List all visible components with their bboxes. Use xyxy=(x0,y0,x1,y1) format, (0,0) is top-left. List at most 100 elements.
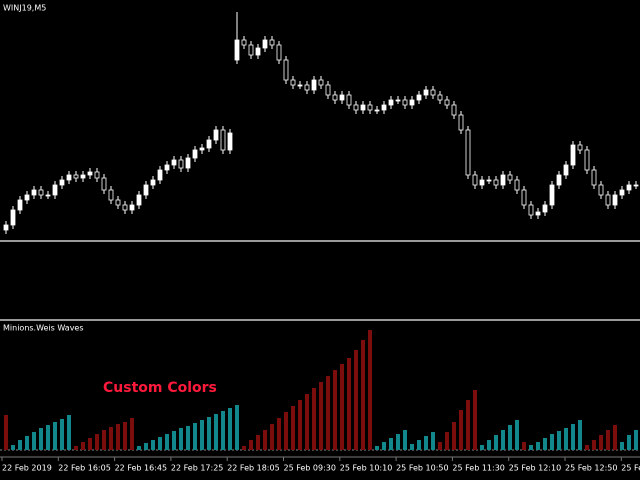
candle-body xyxy=(318,79,324,86)
wave-bar xyxy=(620,442,624,450)
wave-bar xyxy=(578,420,582,450)
wave-bar xyxy=(487,440,491,450)
candle-body xyxy=(17,199,23,211)
wave-bar xyxy=(354,350,358,450)
candle-body xyxy=(381,104,387,111)
wave-bar xyxy=(200,420,204,450)
wave-bar xyxy=(326,376,330,450)
candle-body xyxy=(59,179,65,186)
candle-body xyxy=(52,184,58,196)
candle-body xyxy=(206,139,212,149)
candle-body xyxy=(605,194,611,206)
candle-body xyxy=(185,157,191,169)
wave-bar xyxy=(424,436,428,450)
candle-body xyxy=(458,114,464,131)
candle-body xyxy=(451,104,457,116)
candle-body xyxy=(500,174,506,186)
candle-body xyxy=(388,99,394,106)
wave-bar xyxy=(81,442,85,450)
candle-body xyxy=(444,99,450,106)
candle-body xyxy=(122,204,128,211)
wave-bar xyxy=(508,425,512,450)
wave-bar xyxy=(18,440,22,450)
candle-body xyxy=(3,224,9,231)
wave-bar xyxy=(585,445,589,450)
candle-body xyxy=(66,174,72,181)
wave-bar xyxy=(32,432,36,450)
candle-body xyxy=(178,159,184,169)
wave-bar xyxy=(417,440,421,450)
wave-bar xyxy=(291,406,295,450)
x-tick-label: 22 Feb 2019 xyxy=(2,464,52,473)
wave-bar xyxy=(123,422,127,450)
candle-body xyxy=(255,47,261,56)
wave-bar xyxy=(634,430,638,450)
candle-body xyxy=(234,39,240,61)
wave-bar xyxy=(165,434,169,450)
candle-body xyxy=(437,94,443,101)
candle-body xyxy=(101,177,107,191)
wave-bar xyxy=(4,415,8,450)
wave-bar xyxy=(438,442,442,450)
wave-bar xyxy=(557,431,561,450)
wave-bar xyxy=(333,370,337,450)
wave-bar xyxy=(193,423,197,450)
wave-bar xyxy=(606,430,610,450)
candle-body xyxy=(367,104,373,111)
candle-body xyxy=(311,79,317,91)
wave-bar xyxy=(305,394,309,450)
wave-bar xyxy=(158,437,162,450)
candle-body xyxy=(129,204,135,211)
candle-body xyxy=(591,169,597,186)
candle-body xyxy=(297,84,303,87)
candle-body xyxy=(633,184,639,187)
candle-body xyxy=(227,132,233,151)
candle-body xyxy=(549,184,555,206)
wave-bar xyxy=(536,442,540,450)
wave-bar xyxy=(522,442,526,450)
wave-bar xyxy=(207,417,211,450)
wave-bar xyxy=(242,446,246,450)
candle-body xyxy=(220,129,226,151)
x-tick-label: 25 Feb xyxy=(621,464,640,473)
annotation: Custom Colors xyxy=(103,380,217,396)
x-tick-label: 25 Feb 12:50 xyxy=(565,464,617,473)
candle-body xyxy=(332,94,338,101)
wave-bar xyxy=(46,425,50,450)
wave-bar xyxy=(235,405,239,450)
wave-bar xyxy=(144,443,148,450)
wave-bar xyxy=(529,445,533,450)
wave-bar xyxy=(375,446,379,450)
candle-body xyxy=(479,179,485,186)
candle-body xyxy=(423,89,429,96)
wave-bar xyxy=(39,428,43,450)
wave-bar xyxy=(130,418,134,450)
wave-bar xyxy=(319,382,323,450)
wave-bar xyxy=(543,438,547,450)
candle-body xyxy=(304,84,310,91)
wave-bar xyxy=(137,446,141,450)
x-tick-label: 25 Feb 10:10 xyxy=(340,464,392,473)
wave-bar xyxy=(74,446,78,450)
candle-body xyxy=(136,194,142,206)
wave-bar xyxy=(403,430,407,450)
candle-body xyxy=(542,204,548,213)
wave-bar xyxy=(270,424,274,450)
wave-bar xyxy=(53,422,57,450)
wave-bar xyxy=(67,415,71,450)
candle-body xyxy=(262,39,268,49)
wave-bar xyxy=(361,340,365,450)
candle-body xyxy=(430,89,436,96)
wave-bar xyxy=(382,442,386,450)
wave-bar xyxy=(88,438,92,450)
wave-bar xyxy=(116,424,120,450)
x-tick-label: 25 Feb 10:50 xyxy=(396,464,448,473)
wave-bar xyxy=(214,414,218,450)
wave-bar xyxy=(172,431,176,450)
candle-body xyxy=(31,189,37,196)
candle-body xyxy=(143,184,149,196)
candle-body xyxy=(87,171,93,176)
candle-body xyxy=(472,174,478,186)
candle-body xyxy=(192,149,198,159)
